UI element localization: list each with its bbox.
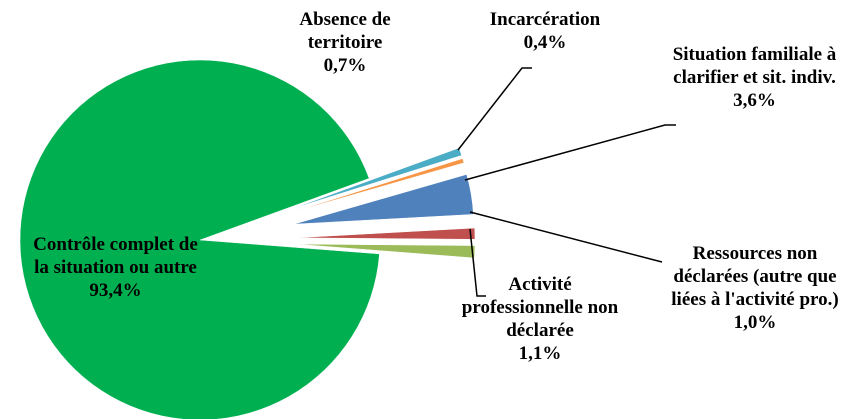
- leader-lines: [457, 67, 676, 297]
- slice-label: Contrôle complet de la situation ou autr…: [28, 233, 203, 302]
- pie-slice: [19, 59, 380, 419]
- category-label: Contrôle complet de la situation ou autr…: [33, 234, 198, 278]
- slice-label: Ressources non déclarées (autre que liée…: [660, 242, 850, 334]
- category-label: Incarcération: [489, 9, 601, 30]
- pie-slice: [290, 158, 465, 213]
- category-label: Absence de territoire: [299, 9, 391, 53]
- value-label: 0,4%: [523, 32, 567, 53]
- slice-label: Absence de territoire 0,7%: [280, 8, 410, 77]
- leader-line: [464, 124, 676, 181]
- slice-label: Incarcération 0,4%: [475, 8, 615, 54]
- pie-slice: [293, 174, 474, 225]
- pie-slice: [294, 227, 476, 240]
- pie-slice: [294, 243, 476, 259]
- slice-label: Activité professionnelle non déclarée 1,1…: [450, 273, 630, 365]
- leader-line: [469, 228, 486, 297]
- category-label: Activité professionnelle non déclarée: [461, 274, 619, 341]
- slice-label: Situation familiale à clarifier et sit. …: [672, 43, 837, 112]
- value-label: 1,1%: [518, 343, 562, 364]
- leader-line: [469, 211, 663, 263]
- leader-line: [457, 67, 532, 151]
- category-label: Situation familiale à clarifier et sit. …: [672, 44, 837, 88]
- value-label: 3,6%: [733, 90, 776, 111]
- value-label: 0,7%: [323, 55, 367, 76]
- value-label: 1,0%: [733, 312, 777, 333]
- category-label: Ressources non déclarées (autre que liée…: [671, 243, 839, 310]
- value-label: 93,4%: [89, 280, 142, 301]
